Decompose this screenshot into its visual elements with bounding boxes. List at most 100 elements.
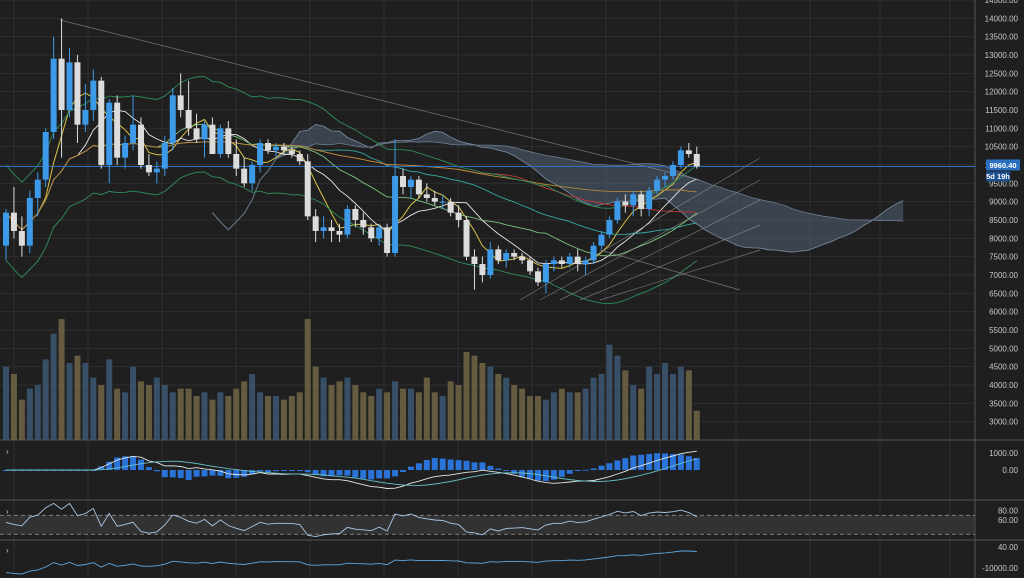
candle-body [161, 143, 168, 169]
candle-body [344, 209, 351, 235]
volume-bar [225, 396, 232, 440]
price-tick-label: 6000.00 [989, 308, 1018, 317]
candle-body [185, 110, 192, 129]
volume-bar [558, 388, 565, 440]
histogram-bar [614, 460, 621, 470]
volume-bar [201, 392, 208, 440]
panel-collapse-icon: › [6, 546, 9, 555]
volume-bar [241, 381, 248, 440]
candle-body [42, 132, 49, 180]
histogram-bar [558, 470, 565, 477]
volume-bar [622, 370, 629, 440]
bollinger-lower [5, 171, 698, 305]
histogram-bar [352, 470, 359, 478]
rsi-band [0, 515, 975, 535]
candle-body [241, 168, 248, 184]
volume-bar [407, 388, 414, 440]
volume-bar [495, 374, 502, 440]
candle-body [415, 179, 422, 195]
volume-bar [217, 392, 224, 440]
volume-bar [360, 392, 367, 440]
trend-line [599, 249, 761, 301]
histogram-bar [511, 470, 518, 474]
oscillator-2-tick-label: 80.00 [998, 507, 1019, 516]
price-tick-label: 11000.00 [985, 124, 1018, 133]
histogram-bar [487, 465, 494, 470]
volume-bar [574, 392, 581, 440]
volume-bar [590, 377, 597, 440]
histogram-bar [384, 470, 391, 479]
histogram-bar [18, 470, 25, 471]
volume-bar [272, 396, 279, 440]
histogram-bar [257, 470, 264, 472]
histogram-bar [598, 465, 605, 470]
volume-bar [249, 374, 256, 440]
candle-body [384, 227, 391, 253]
histogram-bar [693, 457, 700, 470]
candle-body [74, 62, 81, 125]
volume-bar [153, 377, 160, 440]
price-tick-label: 4500.00 [989, 363, 1018, 372]
histogram-bar [479, 462, 486, 470]
current-price-tag [986, 159, 1020, 171]
volume-bar [487, 366, 494, 440]
volume-bar [400, 388, 406, 440]
trend-line [599, 249, 741, 291]
candle-body [233, 154, 240, 169]
histogram-bar [296, 470, 303, 471]
histogram-bar [360, 470, 367, 479]
candle-body [654, 179, 661, 191]
candle-body [328, 227, 335, 231]
histogram-bar [145, 467, 152, 470]
volume-bar [669, 374, 676, 440]
volume-bar [431, 392, 438, 440]
signal-line [6, 458, 697, 486]
candlestick-series[interactable] [3, 18, 700, 294]
histogram-bar [74, 470, 81, 471]
price-tick-label: 14000.00 [985, 14, 1019, 23]
volume-bar [677, 366, 684, 440]
candle-body [3, 212, 9, 246]
volume-bar [479, 363, 486, 440]
bollinger-upper [5, 76, 698, 209]
volume-bar [392, 381, 399, 440]
volume-bar [368, 396, 375, 440]
histogram-bar [177, 470, 184, 479]
histogram-bar [280, 470, 287, 472]
candle-body [511, 253, 518, 257]
histogram-bar [130, 456, 137, 470]
volume-bar [606, 344, 613, 440]
candle-body [288, 150, 295, 154]
candle-body [447, 201, 454, 213]
histogram-bar [677, 454, 684, 470]
histogram-bar [66, 470, 73, 471]
volume-bar [42, 359, 49, 440]
histogram-bar [344, 470, 351, 476]
candle-body [646, 190, 653, 209]
histogram-bar [471, 462, 478, 470]
volume-bar [26, 388, 33, 440]
candle-body [574, 256, 581, 264]
candle-body [360, 220, 367, 228]
candle-body [463, 220, 470, 257]
candle-body [90, 80, 97, 110]
price-tick-label: 12000.00 [985, 88, 1019, 97]
volume-bar [137, 381, 144, 440]
histogram-bar [217, 470, 224, 476]
candle-body [50, 58, 57, 132]
histogram-bar [431, 458, 438, 470]
candle-body [82, 110, 89, 125]
histogram-bar [503, 470, 510, 472]
candle-body [407, 179, 414, 187]
volume-bar [122, 392, 129, 440]
volume-bar [511, 385, 518, 440]
histogram-bar [622, 458, 629, 470]
price-tick-label: 13500.00 [985, 33, 1019, 42]
histogram-bar [304, 470, 311, 473]
candle-body [558, 260, 565, 264]
histogram-bar [272, 470, 279, 472]
volume-bar [66, 363, 73, 440]
candle-body [193, 128, 200, 140]
candle-body [662, 176, 669, 180]
